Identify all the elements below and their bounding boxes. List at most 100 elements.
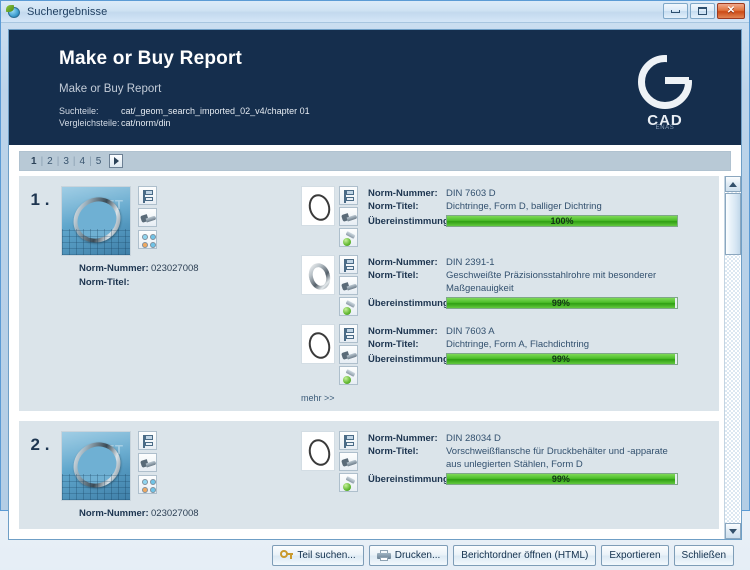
page-link-5[interactable]: 5 (95, 155, 102, 167)
structure-tree-icon[interactable] (339, 255, 358, 274)
vertical-scrollbar[interactable] (724, 176, 741, 539)
part-norm-nummer-value: 023027008 (151, 508, 199, 519)
match-norm-nummer-label: Norm-Nummer: (368, 433, 438, 444)
report-frame: Make or Buy Report Make or Buy Report Su… (8, 29, 742, 540)
logo-text: CAD (647, 112, 683, 129)
bolt-green-icon[interactable] (339, 228, 358, 247)
match-progress-bar: 99% (446, 353, 678, 365)
page-link-3[interactable]: 3 (63, 155, 69, 167)
match-list: Norm-Nummer: DIN 7603 D Norm-Titel: Dich… (301, 186, 719, 403)
minimize-button[interactable] (663, 3, 688, 19)
match-score-label: Übereinstimmung: (368, 297, 452, 309)
match-norm-titel-label: Norm-Titel: (368, 270, 419, 281)
maximize-icon (698, 7, 707, 15)
match-thumbnail[interactable] (301, 255, 335, 295)
results-list[interactable]: 1 . FT (9, 176, 741, 539)
scrollbar-thumb[interactable] (725, 193, 741, 255)
search-part-button[interactable]: Teil suchen... (272, 544, 364, 566)
bolt-green-icon[interactable] (339, 473, 358, 492)
window-title: Suchergebnisse (27, 5, 108, 18)
match-progress-bar: 100% (446, 215, 678, 227)
title-bar: Suchergebnisse ✕ (1, 1, 749, 23)
page-link-2[interactable]: 2 (47, 155, 53, 167)
color-dots-icon[interactable] (138, 475, 157, 494)
match-thumbnail[interactable] (301, 324, 335, 364)
bolt-green-icon[interactable] (339, 297, 358, 316)
pager-separator: | (56, 155, 60, 167)
structure-tree-icon[interactable] (138, 431, 157, 450)
match-norm-nummer-value: DIN 7603 D (446, 188, 496, 199)
result-row: 1 . FT (19, 176, 719, 411)
structure-tree-icon[interactable] (339, 324, 358, 343)
print-button[interactable]: Drucken... (368, 544, 449, 566)
pager-separator: | (89, 155, 92, 167)
match-norm-nummer-value: DIN 7603 A (446, 326, 495, 337)
match-progress-fill: 99% (447, 354, 675, 364)
page-link-4[interactable]: 4 (79, 155, 86, 167)
match-action-icons (339, 324, 358, 385)
meta-row-vergleichsteile: Vergleichsteile: cat/norm/din (59, 117, 741, 129)
close-button[interactable]: ✕ (717, 3, 745, 19)
open-report-folder-button[interactable]: Berichtordner öffnen (HTML) (453, 544, 597, 566)
page-title: Make or Buy Report (59, 48, 243, 69)
part-norm-nummer-label: Norm-Nummer: (79, 263, 149, 274)
match-norm-titel-label: Norm-Titel: (368, 339, 419, 350)
match-score-label: Übereinstimmung: (368, 215, 452, 227)
match-progress-label: 99% (551, 354, 570, 364)
match-thumbnail[interactable] (301, 186, 335, 226)
bottom-toolbar: Teil suchen... Drucken... Berichtordner … (8, 540, 742, 570)
pagination: 1 | 2 | 3 | 4 | 5 (19, 151, 731, 171)
meta-value-suchteile: cat/_geom_search_imported_02_v4/chapter … (121, 106, 310, 116)
maximize-button[interactable] (690, 3, 715, 19)
client-area: Make or Buy Report Make or Buy Report Su… (1, 23, 749, 570)
match-action-icons (339, 186, 358, 247)
match-score-label: Übereinstimmung: (368, 353, 452, 365)
cad-logo: CAD ENAS (627, 54, 703, 131)
color-dots-icon[interactable] (138, 230, 157, 249)
bolt-icon[interactable] (138, 208, 157, 227)
match-action-icons (339, 431, 358, 492)
more-link-wrapper: mehr >> (301, 393, 713, 403)
search-part-block: FT (61, 431, 301, 521)
next-page-button[interactable] (109, 154, 124, 168)
scroll-up-button[interactable] (725, 176, 741, 192)
bolt-icon[interactable] (138, 453, 157, 472)
match-progress-fill: 100% (447, 216, 677, 226)
bolt-icon[interactable] (339, 276, 358, 295)
match-progress-label: 99% (551, 298, 570, 308)
structure-tree-icon[interactable] (138, 186, 157, 205)
arrow-down-icon (729, 528, 737, 534)
window-controls: ✕ (663, 3, 745, 19)
bolt-icon[interactable] (339, 345, 358, 364)
part-thumbnail[interactable]: FT (61, 186, 131, 256)
pager-wrapper: 1 | 2 | 3 | 4 | 5 (9, 145, 741, 176)
match-item: Norm-Nummer: DIN 28034 D Norm-Titel: Vor… (301, 431, 713, 492)
part-norm-nummer-value: 023027008 (151, 263, 199, 274)
results-inner: 1 . FT (19, 176, 731, 529)
match-progress-fill: 99% (447, 474, 675, 484)
bolt-icon[interactable] (339, 207, 358, 226)
meta-row-suchteile: Suchteile: cat/_geom_search_imported_02_… (59, 105, 741, 117)
structure-tree-icon[interactable] (339, 186, 358, 205)
part-thumbnail[interactable]: FT (61, 431, 131, 501)
page-link-1[interactable]: 1 (31, 155, 37, 167)
match-norm-nummer-value: DIN 2391-1 (446, 257, 495, 268)
match-progress-bar: 99% (446, 473, 678, 485)
scroll-down-button[interactable] (725, 523, 741, 539)
more-link[interactable]: mehr >> (301, 393, 335, 403)
pager-separator: | (40, 155, 44, 167)
match-thumbnail[interactable] (301, 431, 335, 471)
match-norm-titel-value: Dichtringe, Form A, Flachdichtring (446, 339, 590, 350)
close-dialog-button[interactable]: Schließen (673, 544, 734, 566)
report-meta: Suchteile: cat/_geom_search_imported_02_… (59, 105, 741, 129)
bolt-green-icon[interactable] (339, 366, 358, 385)
result-rank: 2 . (30, 435, 50, 454)
logo-subtext: ENAS (655, 125, 675, 131)
export-button[interactable]: Exportieren (601, 544, 669, 566)
structure-tree-icon[interactable] (339, 431, 358, 450)
bolt-icon[interactable] (339, 452, 358, 471)
match-info: Norm-Nummer: DIN 2391-1 Norm-Titel: Gesc… (368, 255, 713, 309)
match-norm-nummer-label: Norm-Nummer: (368, 326, 438, 337)
match-norm-titel-label: Norm-Titel: (368, 201, 419, 212)
